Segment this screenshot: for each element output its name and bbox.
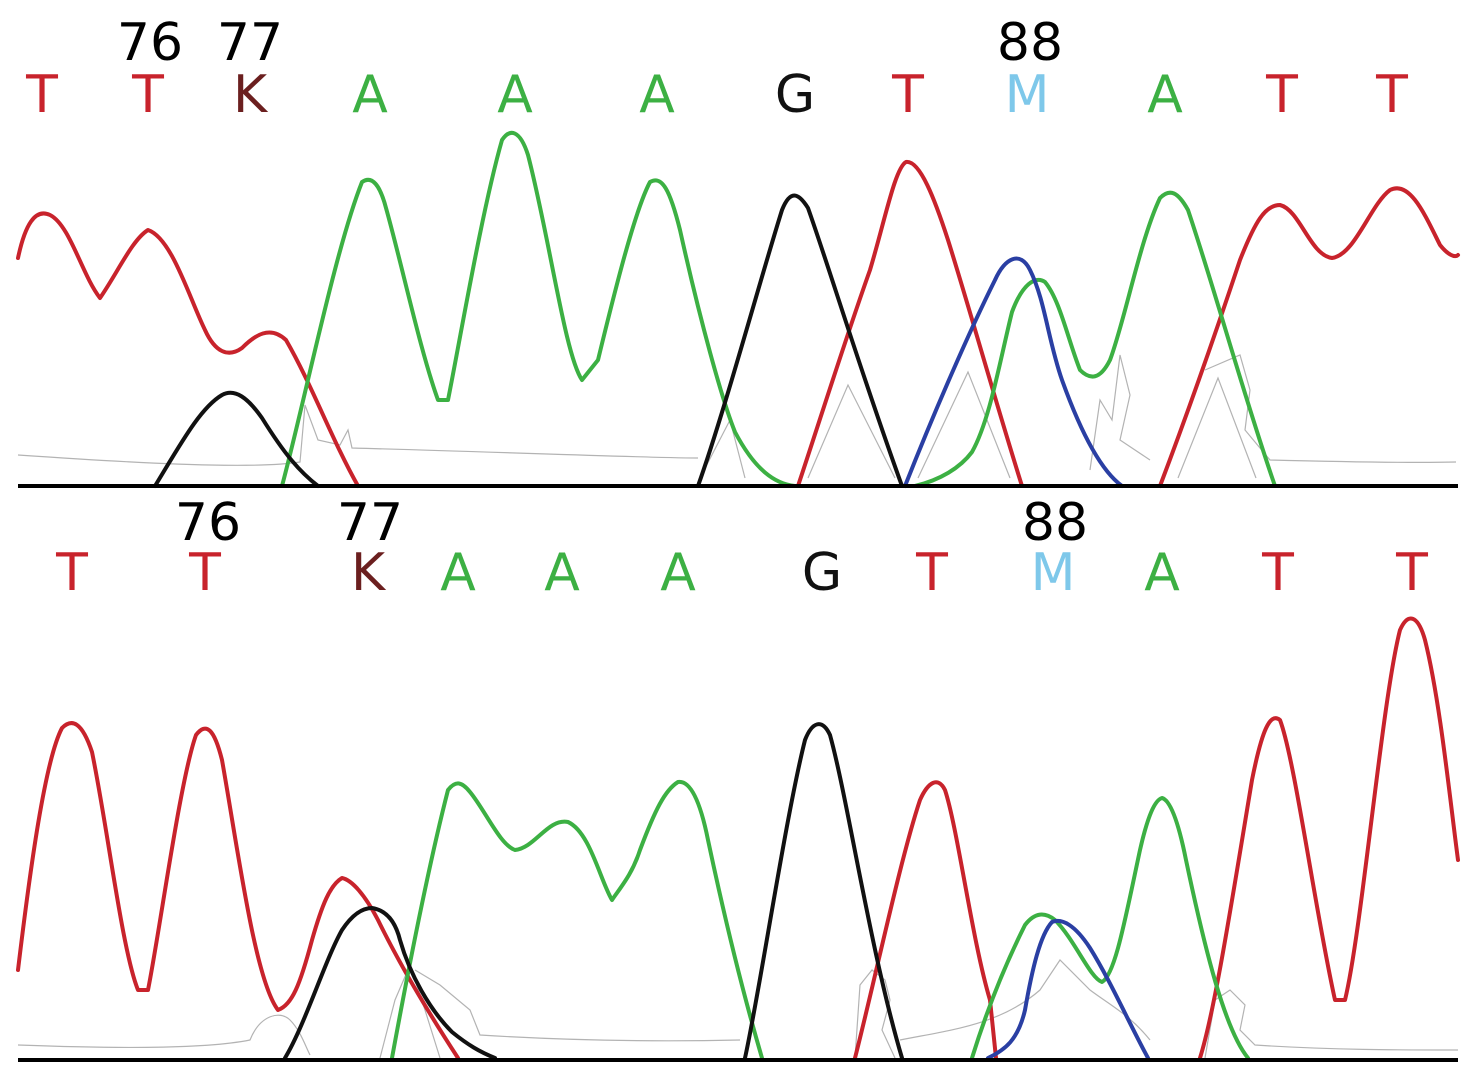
bottom-base-call: T [1395, 543, 1428, 603]
top-base-call: M [1005, 65, 1050, 125]
bottom-base-call: G [802, 543, 842, 603]
top-traces [16, 130, 1460, 488]
top-trace-c [903, 256, 1124, 488]
bottom-base-call: T [1261, 543, 1294, 603]
top-trace-t [16, 160, 1460, 488]
top-base-calls: T T K A A A G T M A T T [25, 65, 1408, 125]
bottom-base-call: A [1144, 543, 1180, 603]
top-base-call: A [497, 65, 533, 125]
bottom-base-call: A [440, 543, 476, 603]
top-position-77: 77 [217, 13, 283, 73]
bottom-base-calls: T T K A A A G T M A T T [55, 543, 1428, 603]
top-background-noise [17, 354, 1457, 479]
top-base-call: T [1375, 65, 1408, 125]
top-base-call: A [1147, 65, 1183, 125]
bottom-base-call: M [1031, 543, 1076, 603]
bottom-trace-t [16, 616, 1460, 1060]
top-base-call: A [639, 65, 675, 125]
bottom-base-call: K [351, 543, 387, 603]
top-trace-g [153, 193, 904, 488]
top-base-call: A [352, 65, 388, 125]
bottom-position-labels: 76 77 88 [175, 493, 1088, 553]
bottom-base-call: T [55, 543, 88, 603]
bottom-position-76: 76 [175, 493, 241, 553]
top-panel: 76 77 88 T T K A A A G T M A T T [16, 13, 1460, 488]
bottom-base-call: T [915, 543, 948, 603]
bottom-base-call: T [188, 543, 221, 603]
bottom-position-88: 88 [1022, 493, 1088, 553]
bottom-trace-a [390, 779, 1250, 1060]
bottom-trace-g [283, 722, 904, 1060]
bottom-panel: 76 77 88 T T K A A A G T M A T T [16, 493, 1460, 1062]
top-base-call: T [25, 65, 58, 125]
bottom-base-call: A [660, 543, 696, 603]
top-position-88: 88 [997, 13, 1063, 73]
bottom-traces [16, 616, 1460, 1060]
bottom-base-call: A [544, 543, 580, 603]
top-trace-a [280, 130, 1277, 488]
top-base-call: T [891, 65, 924, 125]
top-position-labels: 76 77 88 [117, 13, 1063, 73]
top-base-call: K [233, 65, 269, 125]
top-position-76: 76 [117, 13, 183, 73]
top-base-call: G [775, 65, 815, 125]
top-base-call: T [131, 65, 164, 125]
bottom-position-77: 77 [337, 493, 403, 553]
top-base-call: T [1265, 65, 1298, 125]
bottom-trace-c [986, 919, 1150, 1060]
